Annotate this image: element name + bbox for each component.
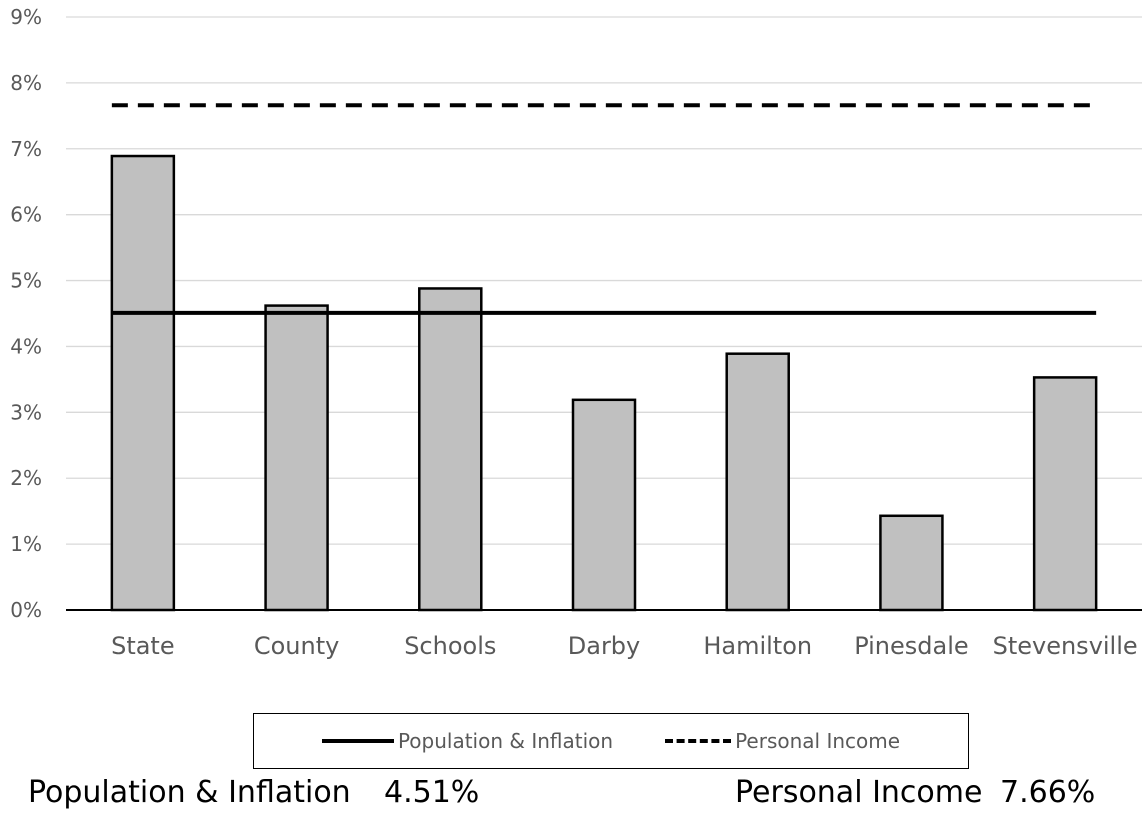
legend: Population & Inflation Personal Income [253, 713, 969, 769]
y-tick-label: 1% [10, 532, 42, 556]
legend-label-income: Personal Income [735, 729, 901, 753]
y-tick-label: 0% [10, 598, 42, 622]
x-tick-label: State [111, 632, 175, 660]
y-tick-label: 2% [10, 466, 42, 490]
bar-county [264, 304, 329, 612]
summary-pop-label: Population & Inflation [28, 775, 351, 810]
x-tick-label: Schools [404, 632, 496, 660]
y-tick-label: 7% [10, 137, 42, 161]
legend-swatch-solid [321, 739, 394, 743]
y-tick-label: 3% [10, 400, 42, 424]
x-tick-label: Stevensville [993, 632, 1138, 660]
y-tick-label: 4% [10, 334, 42, 358]
gridlines [66, 16, 1142, 545]
x-tick-label: Darby [568, 632, 641, 660]
legend-swatch-dashed [665, 739, 732, 743]
bar-stevensville [1032, 376, 1098, 612]
y-tick-label: 9% [10, 5, 42, 29]
bar-darby [571, 398, 637, 612]
reference-lines [111, 103, 1097, 315]
legend-item-income: Personal Income [665, 729, 900, 753]
summary-income-value: 7.66% [1000, 775, 1096, 810]
summary-row: Population & Inflation 4.51% Personal In… [0, 775, 1142, 815]
legend-item-population: Population & Inflation [321, 729, 614, 753]
x-axis-labels: State County Schools Darby Hamilton Pinesdale… [111, 632, 1138, 660]
y-tick-label: 6% [10, 203, 42, 227]
bar-chart: 0% 1% 2% 3% 4% 5% 6% 7% 8% 9% State County Schools D… [10, 5, 1142, 660]
summary-income-label: Personal Income [735, 775, 983, 810]
bar-hamilton [725, 352, 790, 612]
x-tick-label: County [254, 632, 339, 660]
bars [110, 154, 1098, 612]
summary-pop-value: 4.51% [384, 775, 480, 810]
x-tick-label: Pinesdale [854, 632, 968, 660]
legend-label-population: Population & Inflation [397, 729, 614, 753]
y-tick-label: 8% [10, 71, 42, 95]
bar-pinesdale [879, 514, 944, 612]
y-tick-label: 5% [10, 269, 42, 293]
bar-schools [418, 287, 483, 612]
bar-state [110, 154, 176, 612]
y-axis-ticks: 0% 1% 2% 3% 4% 5% 6% 7% 8% 9% [10, 5, 42, 622]
x-tick-label: Hamilton [703, 632, 812, 660]
